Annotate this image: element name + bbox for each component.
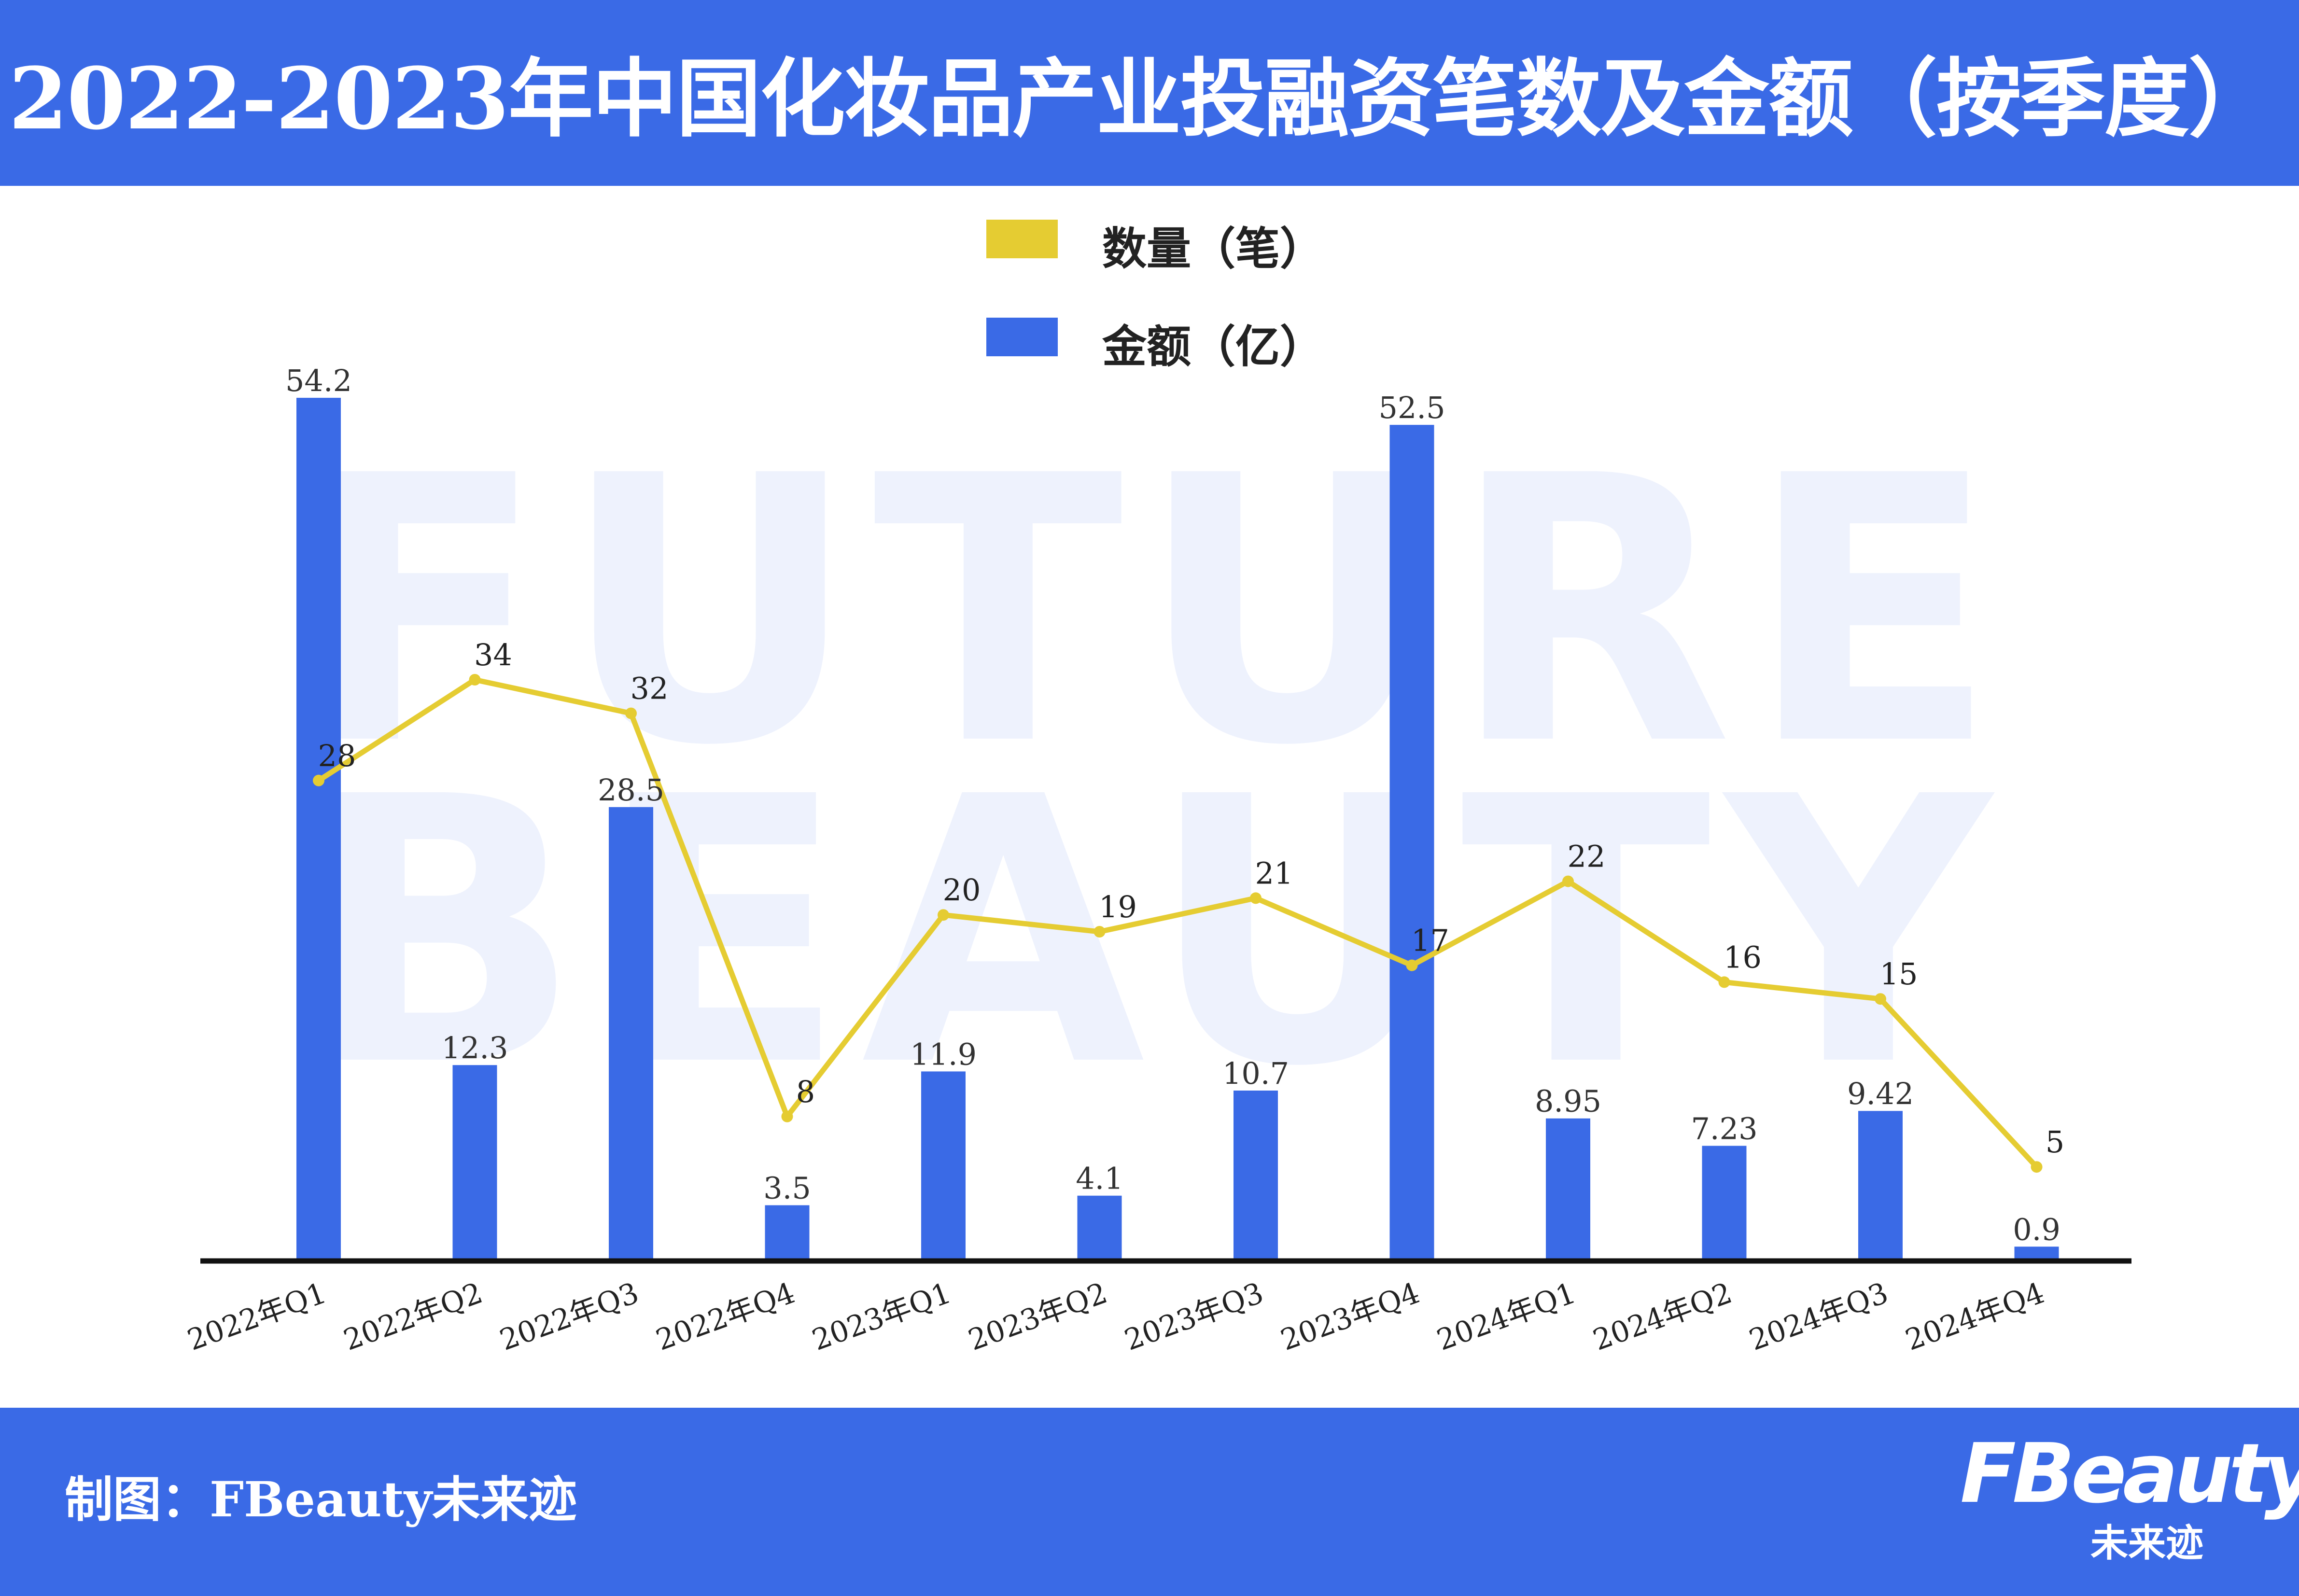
- x-tick-label: 2022年Q1: [183, 1276, 331, 1357]
- x-tick-label: 2023年Q1: [808, 1276, 955, 1357]
- count-point: [781, 1110, 793, 1122]
- brand-logo-subtext: 未来迹: [2090, 1522, 2204, 1565]
- bar-value-label: 10.7: [1222, 1056, 1289, 1091]
- bar-value-label: 52.5: [1378, 390, 1445, 425]
- x-tick-label: 2023年Q3: [1120, 1276, 1268, 1357]
- bar: [609, 807, 653, 1261]
- x-tick-label: 2023年Q4: [1276, 1276, 1424, 1357]
- count-point: [313, 774, 324, 786]
- bar: [765, 1205, 810, 1261]
- legend-swatch-amount: [986, 318, 1058, 356]
- count-value-label: 16: [1724, 939, 1762, 975]
- bar: [1234, 1091, 1278, 1261]
- bar: [1077, 1195, 1122, 1261]
- count-value-label: 21: [1255, 855, 1293, 891]
- count-value-label: 19: [1099, 889, 1137, 924]
- count-value-label: 20: [943, 872, 981, 908]
- footer-credit: 制图：FBeauty未来迹: [65, 1471, 577, 1528]
- x-tick-label: 2024年Q2: [1589, 1276, 1737, 1357]
- bar-value-label: 7.23: [1691, 1111, 1757, 1146]
- bar-value-label: 54.2: [285, 363, 352, 398]
- bar: [296, 398, 341, 1261]
- bar-value-label: 0.9: [2013, 1212, 2061, 1247]
- count-value-label: 8: [796, 1074, 815, 1109]
- bar: [1389, 425, 1434, 1261]
- count-value-label: 22: [1568, 839, 1606, 874]
- bar: [1858, 1111, 1903, 1261]
- bar: [452, 1065, 497, 1261]
- count-point: [1093, 926, 1106, 938]
- legend-label-amount: 金额（亿）: [1102, 321, 1325, 373]
- watermark-line-2: BEAUTY: [302, 720, 2005, 1147]
- title-banner: 2022-2023年中国化妆品产业投融资笔数及金额（按季度）: [0, 0, 2299, 186]
- legend-swatch-count: [986, 220, 1058, 258]
- bar: [1546, 1118, 1590, 1261]
- legend-label-count: 数量（笔）: [1102, 223, 1325, 275]
- count-value-label: 15: [1880, 956, 1918, 992]
- watermark-line-1: FUTURE: [295, 399, 2012, 826]
- bar-value-label: 11.9: [910, 1036, 977, 1072]
- count-point: [938, 909, 949, 921]
- brand-logo: FBeauty: [1960, 1426, 2299, 1522]
- x-tick-label: 2024年Q1: [1432, 1276, 1580, 1357]
- bar-value-label: 3.5: [763, 1171, 811, 1206]
- count-value-label: 5: [2046, 1124, 2064, 1160]
- chart-title: 2022-2023年中国化妆品产业投融资笔数及金额（按季度）: [9, 49, 2273, 149]
- bar: [921, 1071, 966, 1261]
- count-point: [469, 674, 481, 686]
- x-tick-label: 2022年Q3: [495, 1276, 643, 1357]
- bar-value-label: 8.95: [1535, 1084, 1601, 1119]
- bar-value-label: 4.1: [1076, 1161, 1123, 1196]
- x-tick-label: 2023年Q2: [964, 1276, 1112, 1357]
- bar-value-label: 28.5: [598, 772, 664, 808]
- count-value-label: 28: [318, 738, 356, 773]
- count-point: [2031, 1161, 2043, 1173]
- count-point: [1250, 892, 1262, 904]
- footer-banner: 制图：FBeauty未来迹 FBeauty 未来迹: [0, 1408, 2299, 1596]
- count-point: [1406, 959, 1418, 971]
- count-point: [1562, 875, 1574, 887]
- x-tick-label: 2024年Q4: [1901, 1276, 2049, 1357]
- count-point: [1718, 976, 1730, 988]
- bar-value-label: 12.3: [441, 1030, 508, 1065]
- bar-value-label: 9.42: [1847, 1076, 1914, 1111]
- count-point: [1875, 993, 1886, 1005]
- x-tick-label: 2022年Q4: [652, 1276, 799, 1357]
- count-value-label: 34: [474, 637, 512, 672]
- x-tick-label: 2022年Q2: [339, 1276, 487, 1357]
- count-line: [317, 677, 2039, 1169]
- count-point: [625, 707, 637, 719]
- count-value-label: 32: [631, 671, 669, 706]
- bar: [1702, 1146, 1747, 1261]
- count-value-label: 17: [1411, 923, 1449, 958]
- x-tick-label: 2024年Q3: [1745, 1276, 1892, 1357]
